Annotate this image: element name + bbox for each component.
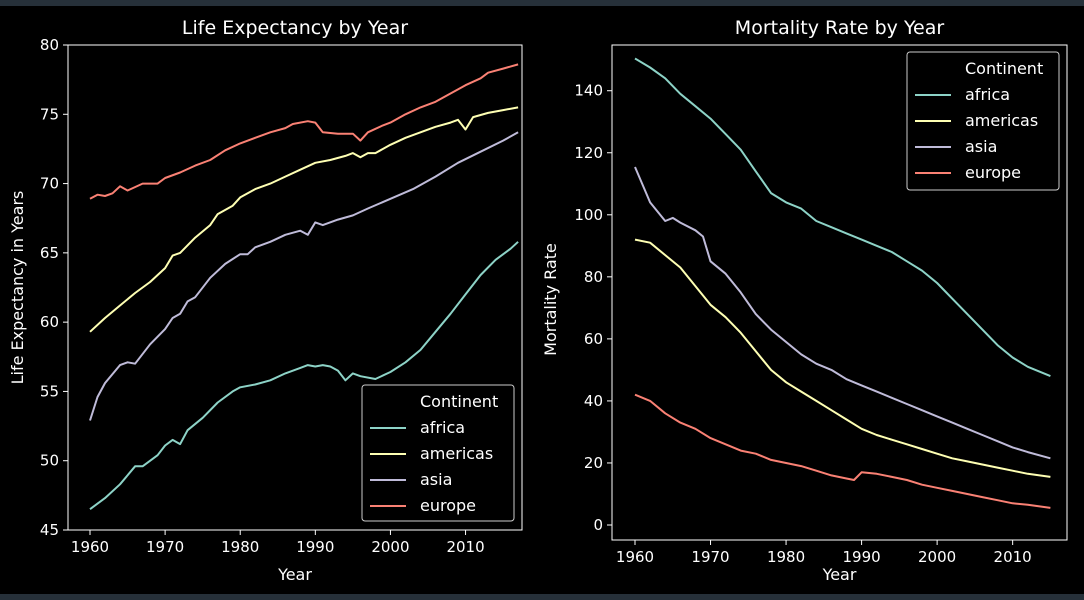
chart1-legend-title: Continent [420,392,498,411]
chart1-series-europe-line [89,63,519,200]
chart1-xtick-label: 2010 [446,538,484,556]
chart1-ytick-label: 70 [40,175,59,193]
chart1-xtick-label: 1970 [146,538,184,556]
chart2-ytick-label: 60 [584,330,603,348]
chart2-xtick-label: 2010 [994,548,1032,566]
chart1-ytick-label: 55 [40,382,59,400]
chart2-xtick-label: 1970 [691,548,729,566]
bottom-frame-bar [0,594,1084,600]
chart1-series-americas-line [89,106,519,333]
chart2-ytick-label: 140 [574,82,603,100]
chart1-xtick-label: 1980 [221,538,259,556]
chart2-xtick-label: 1980 [767,548,805,566]
chart2-title: Mortality Rate by Year [735,17,945,39]
chart2-xtick-label: 2000 [918,548,956,566]
chart1-xtick-label: 1990 [296,538,334,556]
chart1-title: Life Expectancy by Year [182,17,408,39]
chart1-legend-label-asia: asia [420,470,452,489]
chart2-xtick-label: 1960 [616,548,654,566]
chart1-series-asia-line [89,131,519,421]
chart2-legend-label-americas: americas [965,111,1038,130]
chart2-ytick-label: 40 [584,392,603,410]
chart1-legend-box [361,384,515,522]
chart2-legend-title: Continent [965,59,1043,78]
chart2-plot-frame [611,44,1068,541]
chart1-ytick-label: 60 [40,313,59,331]
chart1-xtick-label: 1960 [71,538,109,556]
chart1-xtick-label: 2000 [371,538,409,556]
chart2-series-asia-line [634,166,1051,460]
chart1-ytick-label: 50 [40,452,59,470]
chart2-legend-box [906,51,1060,191]
chart2-ytick-label: 100 [574,206,603,224]
chart1-ytick-label: 65 [40,244,59,262]
chart2-series-africa-line [634,57,1051,378]
chart2-legend-label-africa: africa [965,85,1010,104]
chart1-ylabel: Life Expectancy in Years [8,191,27,385]
chart2-series-americas-line [634,238,1051,478]
chart2-ytick-label: 0 [593,516,603,534]
chart2-xlabel: Year [822,565,857,584]
chart2-ytick-label: 120 [574,144,603,162]
chart1-plot-frame [67,44,523,531]
chart2-legend-label-europe: europe [965,163,1021,182]
chart1-xlabel: Year [277,565,312,584]
chart2-legend-label-asia: asia [965,137,997,156]
chart1-legend-label-europe: europe [420,496,476,515]
chart1-ytick-label: 75 [40,105,59,123]
chart2-series-europe-line [634,393,1051,509]
chart1-ytick-label: 80 [40,36,59,54]
chart1-legend-label-americas: americas [420,444,493,463]
chart2-ytick-label: 80 [584,268,603,286]
top-frame-bar [0,0,1084,6]
chart1-legend-label-africa: africa [420,418,465,437]
chart2-ylabel: Mortality Rate [541,243,560,356]
chart1-ytick-label: 45 [40,521,59,539]
chart2-xtick-label: 1990 [842,548,880,566]
chart2-ytick-label: 20 [584,454,603,472]
chart1-series-africa-line [89,241,519,511]
